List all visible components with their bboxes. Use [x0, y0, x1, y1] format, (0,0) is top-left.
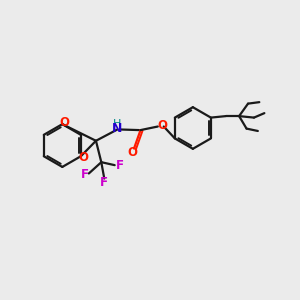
Text: F: F	[81, 168, 89, 181]
Text: F: F	[116, 159, 123, 172]
Text: H: H	[113, 119, 122, 129]
Text: O: O	[128, 146, 137, 160]
Text: O: O	[60, 116, 70, 130]
Text: O: O	[157, 119, 167, 132]
Text: N: N	[112, 122, 122, 135]
Text: O: O	[78, 151, 88, 164]
Text: F: F	[100, 176, 108, 189]
